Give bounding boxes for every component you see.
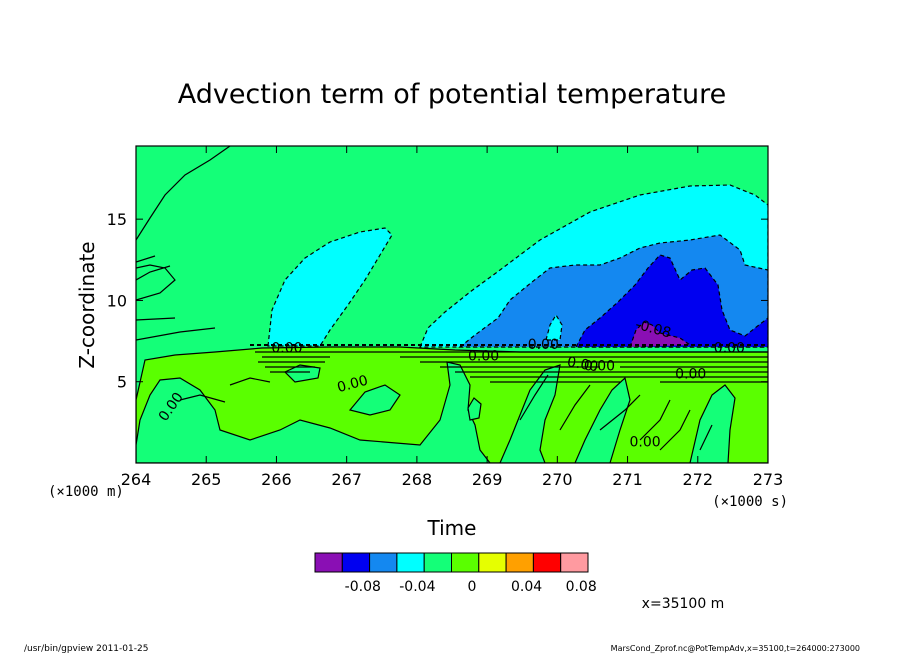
cyan-region-left: [267, 227, 393, 347]
colorbar-swatch: [314, 552, 343, 573]
plot-area: 0.000.000.000.000.000.000.00-0.080.000.0…: [136, 146, 768, 463]
x-axis: 264 265 266 267 268 269 270 271 272 273: [121, 146, 784, 489]
colorbar-label: -0.08: [345, 579, 381, 595]
x-tick-label: 267: [331, 470, 362, 489]
zero-patch-3: [283, 364, 321, 383]
darkblue-region: [575, 254, 768, 348]
blue-hole: [545, 313, 563, 341]
contour-label: 0.00: [584, 358, 615, 374]
zero-patch-1: [348, 384, 401, 416]
footer-left: /usr/bin/gpview 2011-01-25: [24, 644, 148, 654]
zero-patch-2: [467, 397, 482, 421]
colorbar-swatch: [560, 552, 589, 573]
x-tick-label: 272: [683, 470, 714, 489]
colorbar-swatch: [341, 552, 371, 573]
inversion-contours: [136, 146, 768, 451]
x-axis-label: Time: [427, 516, 477, 540]
y-axis: 5 10 15: [107, 210, 768, 392]
footer-right: MarsCond_Zprof.nc@PotTempAdv,x=35100,t=2…: [611, 644, 860, 653]
colorbar-swatch: [505, 552, 534, 573]
zero-band-2: [499, 364, 561, 463]
y-axis-label: Z-coordinate: [75, 241, 99, 368]
x-tick-label: 271: [612, 470, 643, 489]
x-tick-label: 269: [472, 470, 503, 489]
x-tick-label: 266: [261, 470, 292, 489]
zero-band-3: [574, 376, 631, 463]
colorbar-label: 0.04: [511, 579, 542, 595]
position-note: x=35100 m: [642, 596, 725, 612]
colorbar-swatch: [396, 552, 425, 573]
contour-label: 0.00: [468, 349, 499, 365]
colorbar-swatch: [478, 552, 507, 573]
colorbar-label: 0.08: [566, 579, 597, 595]
colorbar-swatch: [369, 552, 398, 573]
y-unit-note: (×1000 m): [48, 484, 124, 500]
x-unit-note: (×1000 s): [712, 494, 788, 510]
contour-label: 0.00: [336, 373, 370, 397]
y-tick-label: 5: [117, 373, 127, 392]
purple-region: [629, 321, 692, 348]
x-tick-label: 270: [542, 470, 573, 489]
y-tick-label: 10: [107, 291, 127, 310]
colorbar-label: -0.04: [399, 579, 435, 595]
x-tick-label: 265: [191, 470, 222, 489]
chart-title: Advection term of potential temperature: [178, 79, 727, 110]
colorbar-label: 0: [468, 579, 477, 595]
colorbar-swatch: [532, 552, 562, 573]
zero-band-4: [689, 384, 736, 463]
plot-frame: [135, 145, 769, 464]
colorbar: -0.08 -0.04 0 0.04 0.08: [314, 552, 597, 595]
y-tick-label: 15: [107, 210, 127, 229]
x-tick-label: 268: [402, 470, 433, 489]
x-tick-label: 273: [753, 470, 784, 489]
contour-label: 0.00: [630, 435, 661, 451]
zero-band-1: [136, 361, 491, 463]
contour-label: 0.00: [566, 354, 599, 375]
contour-label: 0.00: [675, 366, 706, 382]
x-tick-label: 264: [121, 470, 152, 489]
contour-label: 0.00: [714, 340, 745, 356]
contour-label: 0.00: [528, 337, 559, 353]
colorbar-swatch: [423, 552, 453, 573]
contour-label: 0.00: [271, 340, 302, 356]
colorbar-swatch: [451, 552, 480, 573]
